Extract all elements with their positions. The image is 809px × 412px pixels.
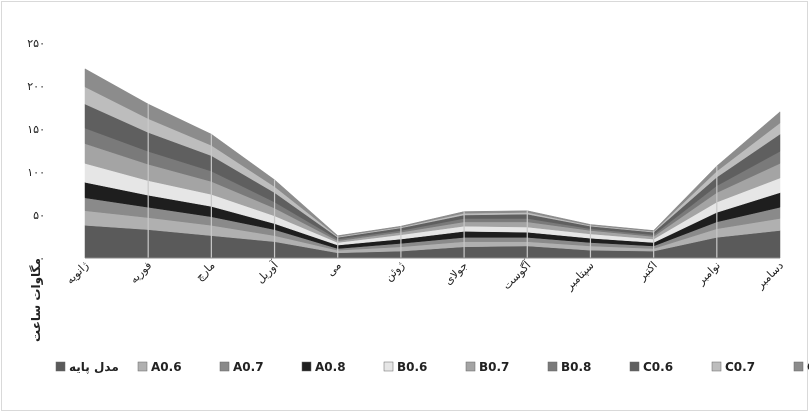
legend-swatch: [137, 361, 148, 372]
legend-label: A0.6: [151, 360, 182, 374]
y-tick-label: ۲۰۰: [27, 80, 45, 93]
y-tick-label: ۵۰: [33, 209, 45, 222]
legend-swatch: [711, 361, 722, 372]
y-axis-label: مگاوات ساعت: [29, 258, 44, 342]
legend-label: مدل پایه: [69, 360, 119, 374]
legend-label: C0.6: [643, 360, 673, 374]
y-axis: ۰ ۵۰ ۱۰۰ ۱۵۰ ۲۰۰ ۲۵۰: [27, 37, 45, 265]
legend-swatch: [55, 361, 66, 372]
legend-swatch: [547, 361, 558, 372]
legend-label: C0.7: [725, 360, 755, 374]
legend-swatch: [465, 361, 476, 372]
y-tick-label: ۲۵۰: [27, 37, 45, 50]
legend-swatch: [629, 361, 640, 372]
legend-swatch: [383, 361, 394, 372]
legend-label: A0.7: [233, 360, 264, 374]
y-tick-label: ۱۰۰: [27, 166, 45, 179]
legend-label: C0.8: [807, 360, 809, 374]
y-tick-label: ۱۵۰: [27, 123, 45, 136]
legend-label: B0.8: [561, 360, 591, 374]
legend-label: A0.8: [315, 360, 346, 374]
legend-label: B0.7: [479, 360, 509, 374]
legend: مدل پایه A0.6 A0.7 A0.8 B0.6 B0.7 B0.8 C0.6 C0.7…: [55, 360, 809, 374]
legend-label: B0.6: [397, 360, 427, 374]
legend-swatch: [219, 361, 230, 372]
category-separators: [147, 104, 718, 258]
legend-swatch: [301, 361, 312, 372]
y-tick-label: ۰: [39, 252, 45, 265]
legend-swatch: [793, 361, 804, 372]
